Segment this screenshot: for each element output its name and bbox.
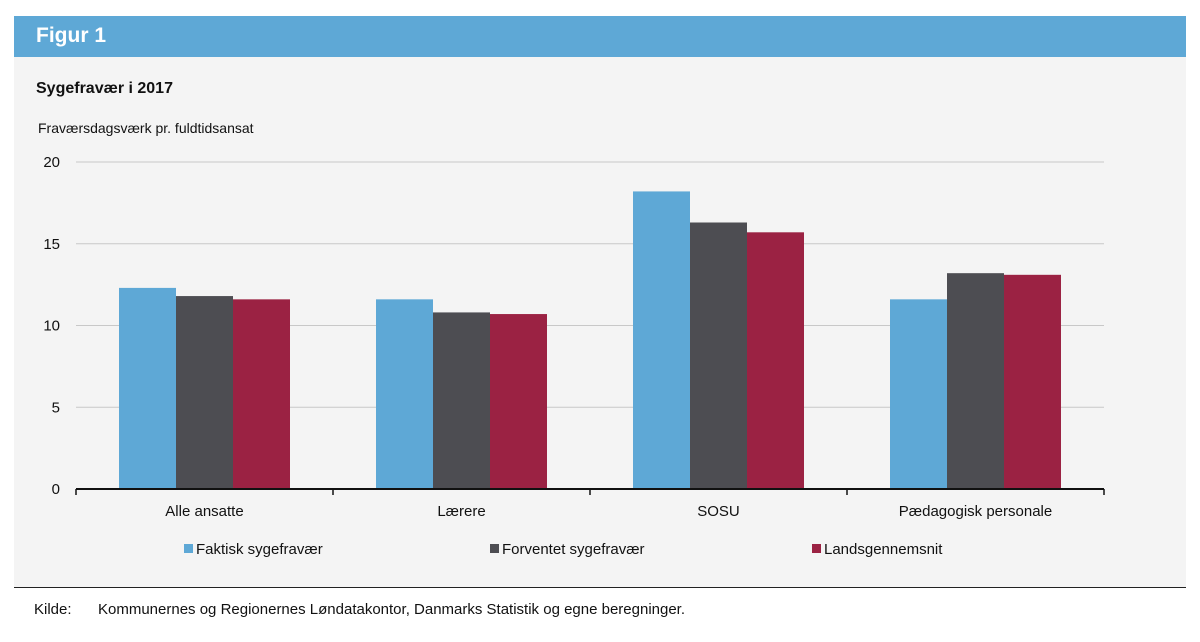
x-tick-label: SOSU — [697, 503, 740, 520]
bar — [1004, 274, 1061, 489]
legend-swatch — [490, 544, 499, 553]
bar — [490, 314, 547, 489]
y-tick-label: 0 — [52, 481, 60, 498]
source-text: Kommunernes og Regionernes Løndatakontor… — [98, 601, 686, 618]
figure-header: Figur 1 — [14, 16, 1186, 57]
figure-title: Figur 1 — [36, 24, 107, 47]
legend-label: Forventet sygefravær — [502, 541, 645, 558]
bar — [690, 222, 747, 489]
bar — [747, 232, 804, 489]
axis-layer: 0 5 10 15 20 Alle ansatte Lærere SOSU Pædagogisk… — [43, 154, 1105, 520]
y-tick-label: 20 — [43, 154, 60, 171]
source-label: Kilde: — [34, 601, 72, 618]
bar — [890, 299, 947, 489]
bar — [176, 296, 233, 489]
source-divider — [14, 587, 1186, 588]
y-tick-label: 10 — [43, 318, 60, 335]
legend-label: Landsgennemsnit — [824, 541, 943, 558]
bar — [433, 312, 490, 489]
y-tick-label: 5 — [52, 399, 60, 416]
bar — [119, 287, 176, 489]
chart-ylabel: Fraværsdagsværk pr. fuldtidsansat — [38, 120, 254, 136]
legend-label: Faktisk sygefravær — [196, 541, 323, 558]
bar — [947, 273, 1004, 489]
x-tick-label: Lærere — [437, 503, 485, 520]
bar — [233, 299, 290, 489]
x-tick-label: Pædagogisk personale — [899, 503, 1052, 520]
legend-swatch — [812, 544, 821, 553]
source-note: Kilde: Kommunernes og Regionernes Løndata… — [34, 601, 685, 618]
x-tick-label: Alle ansatte — [165, 503, 243, 520]
bar — [633, 191, 690, 489]
legend-layer: Faktisk sygefravær Forventet sygefravær La… — [184, 541, 943, 558]
bars-layer — [119, 191, 1061, 489]
y-tick-label: 15 — [43, 236, 60, 253]
chart-title: Sygefravær i 2017 — [36, 80, 173, 97]
legend-swatch — [184, 544, 193, 553]
bar — [376, 299, 433, 489]
